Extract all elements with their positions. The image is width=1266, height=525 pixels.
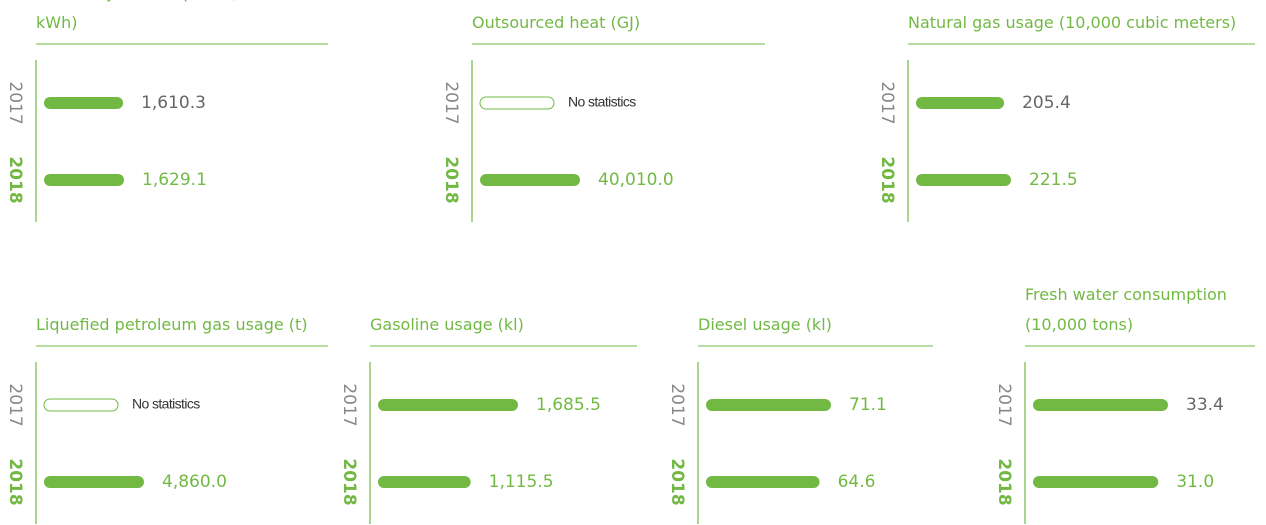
year-label: 2018 <box>994 458 1014 505</box>
value-label: 31.0 <box>1176 472 1214 492</box>
value-label: 1,629.1 <box>142 170 207 190</box>
chart-title: Electricity consumption (10,000 kWh) <box>36 0 291 32</box>
chart-title: Diesel usage (kl) <box>698 315 832 334</box>
value-label: 205.4 <box>1022 93 1071 113</box>
chart-title: Fresh water consumption (10,000 tons) <box>1025 285 1227 334</box>
year-label: 2017 <box>339 383 359 426</box>
bar <box>44 174 124 186</box>
chart-title: Outsourced heat (GJ) <box>472 13 641 32</box>
year-label: 2017 <box>5 81 25 124</box>
bar <box>378 476 471 488</box>
chart-title: Natural gas usage (10,000 cubic meters) <box>908 13 1237 32</box>
chart-title: Liquefied petroleum gas usage (t) <box>36 315 308 334</box>
year-label: 2018 <box>5 156 25 203</box>
year-label: 2018 <box>339 458 359 505</box>
empty-bar <box>479 96 555 110</box>
year-label: 2018 <box>441 156 461 203</box>
bar <box>44 97 124 109</box>
bar <box>706 399 831 411</box>
value-label: 4,860.0 <box>162 472 227 492</box>
value-label: 1,610.3 <box>141 93 206 113</box>
bar <box>916 97 1005 109</box>
value-label: 64.6 <box>838 472 876 492</box>
bar <box>44 476 144 488</box>
chart-title: Gasoline usage (kl) <box>370 315 524 334</box>
bar <box>1033 476 1159 488</box>
value-label: 221.5 <box>1029 170 1078 190</box>
bar <box>1033 399 1168 411</box>
year-label: 2017 <box>877 81 897 124</box>
bar <box>706 476 820 488</box>
bar <box>378 399 518 411</box>
year-label: 2017 <box>5 383 25 426</box>
value-label: 40,010.0 <box>598 170 674 190</box>
year-label: 2018 <box>5 458 25 505</box>
year-label: 2017 <box>441 81 461 124</box>
value-label: 71.1 <box>849 395 887 415</box>
value-label: 33.4 <box>1186 395 1224 415</box>
year-label: 2017 <box>994 383 1014 426</box>
empty-bar <box>43 398 119 412</box>
value-label: No statistics <box>568 94 636 110</box>
value-label: No statistics <box>132 396 200 412</box>
bar <box>916 174 1011 186</box>
value-label: 1,685.5 <box>536 395 601 415</box>
bar <box>480 174 580 186</box>
year-label: 2018 <box>667 458 687 505</box>
year-label: 2017 <box>667 383 687 426</box>
year-label: 2018 <box>877 156 897 203</box>
value-label: 1,115.5 <box>489 472 554 492</box>
